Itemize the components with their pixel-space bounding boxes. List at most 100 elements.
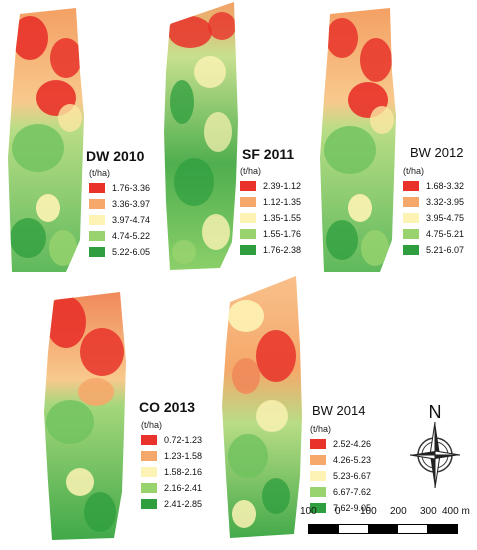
legend-label: 1.58-2.16 xyxy=(164,467,203,477)
legend-entry: 1.23-1.58 xyxy=(141,448,202,464)
legend-label: 4.74-5.22 xyxy=(112,231,151,241)
legend-label: 3.32-3.95 xyxy=(426,197,465,207)
legend-label: 4.75-5.21 xyxy=(426,229,465,239)
legend-sf-2011: 2.39-1.12 1.12-1.35 1.35-1.55 1.55-1.76 1.76… xyxy=(240,178,301,258)
legend-label: 1.12-1.35 xyxy=(263,197,302,207)
legend-entry: 5.21-6.07 xyxy=(403,242,464,258)
legend-swatch xyxy=(403,197,419,207)
legend-swatch xyxy=(141,483,157,493)
legend-swatch xyxy=(141,435,157,445)
scale-tick: 200 xyxy=(390,506,407,517)
map-title: SF 2011 xyxy=(242,146,295,162)
legend-label: 3.95-4.75 xyxy=(426,213,465,223)
legend-label: 5.21-6.07 xyxy=(426,245,465,255)
legend-swatch xyxy=(403,229,419,239)
legend-label: 7.62-9.05 xyxy=(333,503,372,513)
legend-entry: 2.39-1.12 xyxy=(240,178,301,194)
map-title: BW 2012 xyxy=(410,145,464,160)
legend-entry: 3.95-4.75 xyxy=(403,210,464,226)
legend-swatch xyxy=(141,451,157,461)
legend-entry: 2.41-2.85 xyxy=(141,496,202,512)
legend-swatch xyxy=(240,197,256,207)
legend-label: 5.22-6.05 xyxy=(112,247,151,257)
legend-swatch xyxy=(310,439,326,449)
legend-swatch xyxy=(403,213,419,223)
legend-swatch xyxy=(310,503,326,513)
legend-entry: 1.76-2.38 xyxy=(240,242,301,258)
legend-entry: 1.68-3.32 xyxy=(403,178,464,194)
map-title: CO 2013 xyxy=(139,399,196,415)
legend-entry: 5.23-6.67 xyxy=(310,468,371,484)
scale-tick: 100 xyxy=(360,506,377,517)
legend-swatch xyxy=(310,487,326,497)
legend-label: 3.97-4.74 xyxy=(112,215,151,225)
legend-bw-2014: 2.52-4.26 4.26-5.23 5.23-6.67 6.67-7.62 7.62… xyxy=(310,436,371,516)
scale-tick: 300 xyxy=(420,506,437,517)
legend-swatch xyxy=(310,471,326,481)
legend-label: 1.55-1.76 xyxy=(263,229,302,239)
field-map-bw-2012 xyxy=(320,8,396,272)
legend-swatch xyxy=(89,183,105,193)
field-map-dw-2010 xyxy=(8,8,84,272)
legend-label: 3.36-3.97 xyxy=(112,199,151,209)
legend-swatch xyxy=(403,245,419,255)
scale-tick: 400 m xyxy=(442,506,470,517)
legend-label: 1.23-1.58 xyxy=(164,451,203,461)
legend-entry: 2.52-4.26 xyxy=(310,436,371,452)
legend-unit: (t/ha) xyxy=(403,166,425,176)
legend-label: 1.35-1.55 xyxy=(263,213,302,223)
legend-unit: (t/ha) xyxy=(141,420,163,430)
legend-entry: 1.35-1.55 xyxy=(240,210,301,226)
legend-swatch xyxy=(240,245,256,255)
scale-bar-segment xyxy=(368,525,398,533)
legend-label: 2.16-2.41 xyxy=(164,483,203,493)
scale-tick: 100 xyxy=(300,506,317,517)
legend-swatch xyxy=(141,467,157,477)
legend-label: 5.23-6.67 xyxy=(333,471,372,481)
legend-swatch xyxy=(89,199,105,209)
legend-unit: (t/ha) xyxy=(310,424,332,434)
legend-label: 4.26-5.23 xyxy=(333,455,372,465)
legend-entry: 4.75-5.21 xyxy=(403,226,464,242)
legend-swatch xyxy=(240,181,256,191)
legend-label: 6.67-7.62 xyxy=(333,487,372,497)
legend-entry: 2.16-2.41 xyxy=(141,480,202,496)
legend-swatch xyxy=(240,213,256,223)
legend-swatch xyxy=(240,229,256,239)
field-map-bw-2014 xyxy=(222,276,302,538)
legend-label: 1.68-3.32 xyxy=(426,181,465,191)
scale-bar-segment xyxy=(427,525,457,533)
legend-entry: 0.72-1.23 xyxy=(141,432,202,448)
legend-entry: 4.26-5.23 xyxy=(310,452,371,468)
north-label: N xyxy=(429,402,442,422)
legend-label: 1.76-3.36 xyxy=(112,183,151,193)
legend-label: 2.39-1.12 xyxy=(263,181,302,191)
map-title: DW 2010 xyxy=(86,148,145,164)
legend-label: 1.76-2.38 xyxy=(263,245,302,255)
legend-co-2013: 0.72-1.23 1.23-1.58 1.58-2.16 2.16-2.41 2.41… xyxy=(141,432,202,512)
legend-swatch xyxy=(141,499,157,509)
legend-label: 2.41-2.85 xyxy=(164,499,203,509)
legend-unit: (t/ha) xyxy=(240,166,262,176)
scale-bar-segment xyxy=(338,525,369,533)
legend-swatch xyxy=(89,247,105,257)
scale-bar-segment xyxy=(397,525,428,533)
field-map-co-2013 xyxy=(44,292,126,540)
field-map-sf-2011 xyxy=(164,2,238,270)
legend-label: 2.52-4.26 xyxy=(333,439,372,449)
legend-dw-2010: 1.76-3.36 3.36-3.97 3.97-4.74 4.74-5.22 5.22… xyxy=(89,180,150,260)
map-title: BW 2014 xyxy=(312,403,366,418)
legend-swatch xyxy=(310,455,326,465)
legend-swatch xyxy=(403,181,419,191)
legend-entry: 3.32-3.95 xyxy=(403,194,464,210)
legend-label: 0.72-1.23 xyxy=(164,435,203,445)
legend-entry: 1.58-2.16 xyxy=(141,464,202,480)
scale-bar: 100 0 100 200 300 400 m xyxy=(300,506,470,536)
legend-bw-2012: 1.68-3.32 3.32-3.95 3.95-4.75 4.75-5.21 5.21… xyxy=(403,178,464,258)
legend-entry: 7.62-9.05 xyxy=(310,500,371,516)
legend-entry: 1.12-1.35 xyxy=(240,194,301,210)
legend-entry: 1.76-3.36 xyxy=(89,180,150,196)
legend-swatch xyxy=(89,215,105,225)
legend-entry: 4.74-5.22 xyxy=(89,228,150,244)
